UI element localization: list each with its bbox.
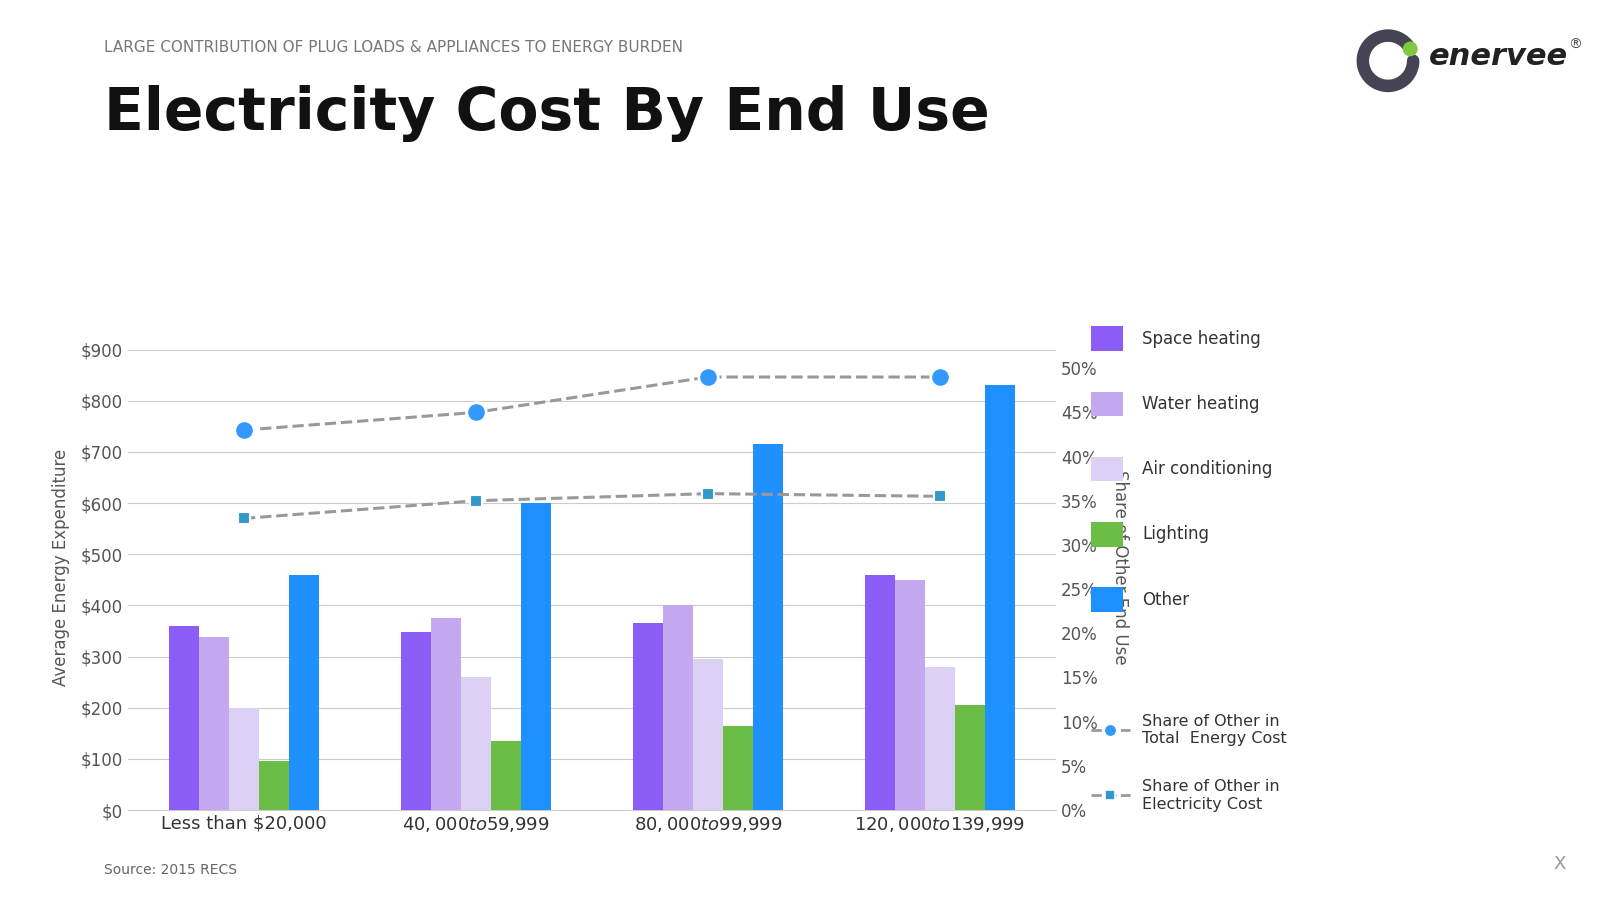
Bar xyxy=(290,575,320,810)
Text: Electricity Cost By End Use: Electricity Cost By End Use xyxy=(104,86,990,142)
Text: LARGE CONTRIBUTION OF PLUG LOADS & APPLIANCES TO ENERGY BURDEN: LARGE CONTRIBUTION OF PLUG LOADS & APPLI… xyxy=(104,40,683,56)
Bar xyxy=(400,632,430,810)
Bar xyxy=(168,626,198,810)
Text: Share of Other in
Total  Energy Cost: Share of Other in Total Energy Cost xyxy=(1142,714,1286,746)
Text: Share of Other in
Electricity Cost: Share of Other in Electricity Cost xyxy=(1142,779,1280,812)
Bar xyxy=(430,618,461,810)
Bar xyxy=(259,761,290,810)
Bar xyxy=(198,637,229,810)
Text: Space heating: Space heating xyxy=(1142,329,1261,347)
Bar xyxy=(955,705,986,810)
Text: Lighting: Lighting xyxy=(1142,526,1210,544)
Text: Other: Other xyxy=(1142,590,1189,608)
FancyBboxPatch shape xyxy=(1091,457,1123,482)
Bar xyxy=(693,659,723,810)
Bar xyxy=(894,580,925,810)
Bar xyxy=(925,667,955,810)
Text: Air conditioning: Air conditioning xyxy=(1142,460,1272,478)
Bar xyxy=(461,677,491,810)
Bar xyxy=(522,503,552,810)
Bar xyxy=(986,385,1016,810)
Bar xyxy=(754,445,784,810)
Bar xyxy=(632,624,662,810)
Bar xyxy=(491,741,522,810)
Text: Source: 2015 RECS: Source: 2015 RECS xyxy=(104,863,237,878)
Bar xyxy=(864,575,894,810)
FancyBboxPatch shape xyxy=(1091,392,1123,416)
FancyBboxPatch shape xyxy=(1091,327,1123,351)
Text: ®: ® xyxy=(1568,38,1582,52)
Bar xyxy=(229,707,259,810)
FancyBboxPatch shape xyxy=(1091,522,1123,546)
Bar xyxy=(723,725,754,810)
Text: X: X xyxy=(1554,855,1566,873)
FancyBboxPatch shape xyxy=(1091,588,1123,612)
Bar xyxy=(662,606,693,810)
Text: Water heating: Water heating xyxy=(1142,395,1259,413)
Circle shape xyxy=(1403,42,1418,56)
Y-axis label: Average Energy Expenditure: Average Energy Expenditure xyxy=(51,448,70,686)
Y-axis label: Share of Other End Use: Share of Other End Use xyxy=(1112,470,1130,664)
Text: enervee: enervee xyxy=(1429,42,1568,71)
